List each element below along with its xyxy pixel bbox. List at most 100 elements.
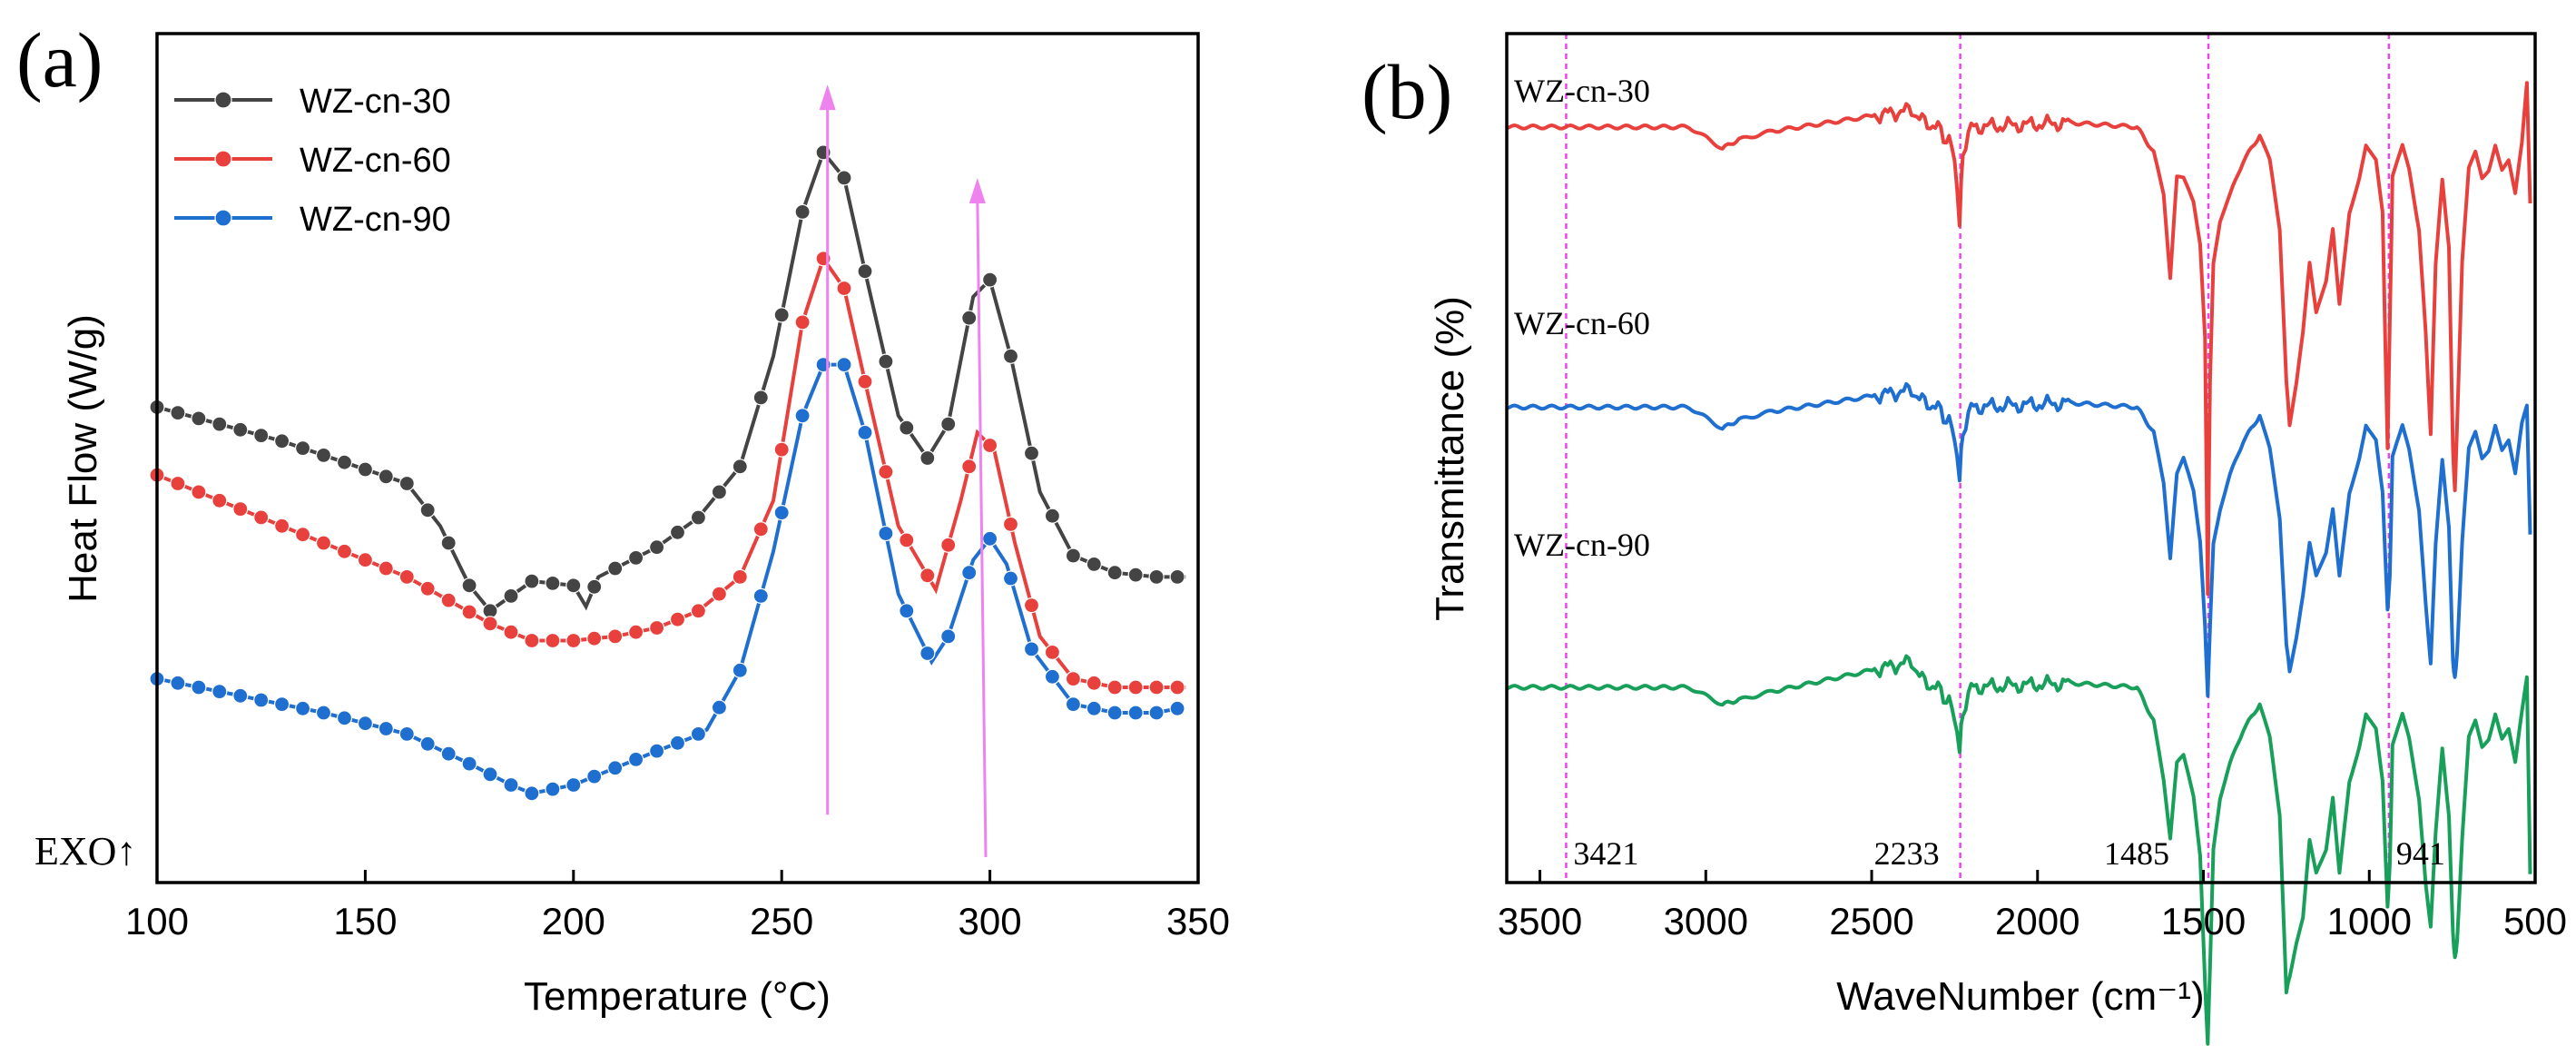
a-series-point-2 (794, 408, 811, 424)
a-series-point-2 (357, 715, 373, 732)
panel-a-legend: WZ-cn-30 WZ-cn-60 WZ-cn-90 (174, 83, 451, 239)
a-series-point-2 (1023, 641, 1040, 657)
a-series-point-2 (919, 645, 936, 662)
a-series-point-1 (398, 568, 415, 586)
a-series-point-1 (1002, 516, 1019, 533)
a-series-point-2 (961, 565, 978, 581)
a-series-point-1 (378, 560, 394, 577)
b-series-line-2 (1506, 654, 2532, 1046)
a-series-point-0 (940, 416, 957, 432)
a-series-point-0 (752, 390, 769, 406)
a-series-point-0 (878, 353, 894, 370)
a-series-point-2 (773, 504, 790, 521)
a-series-point-0 (1065, 548, 1082, 564)
b-reference-label: 1485 (2104, 835, 2169, 872)
a-series-point-2 (440, 745, 457, 762)
a-series-point-0 (648, 539, 665, 556)
a-series-point-0 (1127, 567, 1144, 583)
a-series-point-1 (878, 464, 894, 480)
a-series-point-1 (1169, 679, 1185, 696)
a-xtick-label: 100 (125, 900, 189, 942)
a-series-point-1 (981, 437, 998, 454)
a-series-point-0 (440, 535, 457, 551)
a-arrow-shaft-1 (976, 197, 988, 857)
a-series-point-1 (545, 632, 561, 649)
a-series-point-0 (211, 416, 228, 432)
b-series-line-1 (1506, 381, 2532, 698)
a-series-point-0 (1044, 508, 1061, 524)
a-arrow-head-0 (819, 84, 836, 111)
b-xtick-label: 3500 (1498, 900, 1582, 942)
a-legend-label: WZ-cn-30 (300, 83, 451, 121)
a-series-point-0 (295, 440, 311, 457)
a-series-point-1 (648, 619, 665, 636)
b-series-line-0 (1506, 81, 2532, 597)
a-series-point-1 (940, 537, 957, 553)
a-arrow-head-1 (968, 177, 986, 203)
a-series-point-1 (503, 624, 519, 640)
b-xtick-label: 1000 (2327, 900, 2412, 942)
a-series-point-0 (627, 549, 644, 567)
a-series-point-0 (357, 461, 373, 478)
a-series-point-2 (1002, 570, 1019, 587)
a-series-point-0 (461, 577, 477, 594)
a-series-point-0 (274, 433, 290, 449)
b-xtick-label: 500 (2503, 900, 2567, 942)
a-series-point-1 (211, 492, 228, 508)
a-series-point-2 (669, 735, 686, 751)
a-series-point-2 (940, 628, 957, 645)
a-series-point-1 (711, 586, 728, 602)
a-series-point-1 (1148, 679, 1165, 696)
panel-b-plot-frame (1505, 32, 2537, 884)
a-series-point-0 (170, 405, 186, 421)
a-series-point-1 (1044, 644, 1061, 661)
a-series-point-0 (378, 469, 394, 485)
b-xtick-label: 2500 (1829, 900, 1913, 942)
a-series-point-2 (627, 751, 644, 768)
panel-a-arrows (819, 84, 988, 857)
a-series-point-1 (836, 280, 852, 297)
b-reference-label: 2233 (1874, 835, 1940, 872)
a-series-point-2 (878, 525, 894, 542)
a-series-point-2 (586, 768, 603, 784)
b-xtick-label: 2000 (1995, 900, 2079, 942)
b-xtick-label: 1500 (2161, 900, 2246, 942)
a-series-point-1 (191, 484, 207, 500)
b-xtick-label: 3000 (1664, 900, 1748, 942)
b-series-label: WZ-cn-60 (1514, 305, 1650, 341)
a-series-point-0 (565, 577, 582, 594)
a-series-point-1 (357, 552, 373, 568)
panel-a-plot-frame (155, 32, 1200, 884)
a-series-point-1 (732, 568, 748, 586)
a-series-point-2 (836, 357, 852, 373)
a-series-point-0 (794, 203, 811, 220)
a-series-point-2 (170, 675, 186, 691)
a-series-point-2 (1044, 668, 1061, 685)
a-series-point-0 (315, 447, 332, 463)
panel-a-exo-label: EXO↑ (34, 829, 136, 873)
a-series-point-1 (1065, 670, 1082, 687)
a-series-point-0 (503, 587, 519, 605)
a-series-point-0 (773, 307, 790, 323)
a-xtick-label: 200 (542, 900, 605, 942)
a-series-point-1 (170, 475, 186, 492)
a-series-point-1 (794, 314, 811, 331)
a-series-point-1 (253, 509, 270, 526)
a-series-point-0 (1148, 568, 1165, 586)
a-series-point-2 (1106, 705, 1123, 721)
a-series-point-2 (857, 424, 873, 440)
a-series-point-0 (1086, 556, 1102, 573)
a-series-point-2 (232, 687, 249, 704)
a-legend-marker (214, 91, 232, 109)
a-series-point-0 (690, 509, 707, 526)
a-series-point-0 (253, 428, 270, 444)
a-series-point-0 (857, 263, 873, 280)
a-series-point-2 (981, 530, 998, 547)
a-series-point-1 (1023, 597, 1040, 614)
panel-a-x-ticks: 100 150 200 250 300 350 (125, 870, 1230, 942)
panel-b-series-group (1506, 81, 2532, 1046)
a-series-point-2 (398, 725, 415, 743)
a-series-point-2 (607, 760, 624, 776)
a-series-point-0 (1023, 445, 1040, 461)
